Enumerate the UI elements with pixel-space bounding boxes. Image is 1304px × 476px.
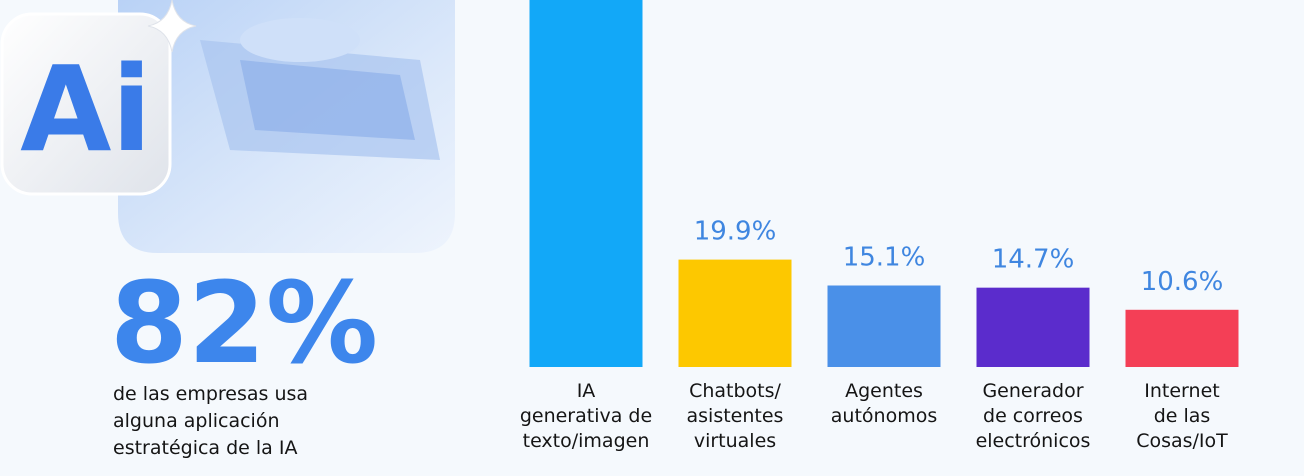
bar — [976, 287, 1090, 367]
value-label: 15.1% — [843, 243, 926, 273]
stat-description: de las empresas usa — [113, 383, 308, 405]
value-label: 10.6% — [1141, 267, 1224, 297]
bar — [827, 285, 941, 367]
x-tick-label: IA generativa de texto/imagen — [520, 380, 652, 452]
value-label: 14.7% — [992, 245, 1075, 275]
x-tick-label: Generador de correos electrónicos — [976, 380, 1091, 452]
bar — [1125, 309, 1239, 367]
bar — [678, 259, 792, 367]
x-tick-label: Chatbots/asistentes virtuales — [687, 380, 784, 452]
photo — [118, 0, 455, 253]
value-label: 19.9% — [694, 217, 777, 247]
ai-icon: Ai — [0, 0, 197, 196]
x-tick-label: Agentes autónomos — [831, 380, 937, 427]
x-tick-label: Internet de las Cosas/IoT — [1136, 380, 1228, 452]
bar — [529, 0, 643, 367]
icon-text: Ai — [20, 40, 152, 178]
stat-headline: 82% — [110, 259, 378, 389]
stat-description: estratégica de la IA — [113, 437, 297, 459]
stat-description: alguna aplicación — [113, 410, 280, 432]
